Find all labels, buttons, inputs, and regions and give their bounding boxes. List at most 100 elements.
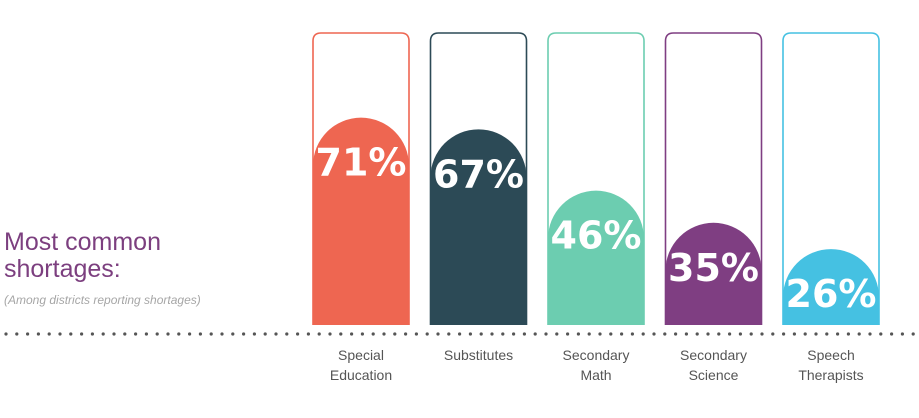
baseline-dot — [285, 332, 289, 336]
bar-outline — [429, 32, 528, 325]
baseline-dot — [771, 332, 775, 336]
baseline-dot — [436, 332, 440, 336]
baseline-dot — [317, 332, 321, 336]
baseline-dot — [620, 332, 624, 336]
data-label: 35% — [668, 246, 759, 290]
bar — [783, 249, 879, 325]
baseline-dot — [900, 332, 905, 336]
baseline-dot — [231, 332, 235, 336]
baseline-dot — [674, 332, 678, 336]
bar-group: 26% Speech Therapists — [782, 32, 880, 383]
category-label: Education — [330, 367, 392, 383]
baseline-dot — [263, 332, 267, 336]
baseline-dot — [458, 332, 462, 336]
baseline-dot — [652, 332, 656, 336]
bar-group: 71% Special Education — [312, 32, 410, 383]
baseline-dot — [609, 332, 613, 336]
baseline-dot — [447, 332, 451, 336]
baseline-dot — [825, 332, 829, 336]
baseline-dot — [360, 332, 364, 336]
baseline-dot — [890, 332, 894, 336]
baseline-dot — [155, 332, 159, 336]
baseline-dot — [792, 332, 797, 336]
bar-group: 67% Substitutes — [429, 32, 528, 363]
baseline-dot — [414, 332, 418, 336]
baseline-dot — [749, 332, 753, 336]
data-label: 26% — [786, 272, 877, 316]
chart-title: Most common shortages: — [4, 228, 161, 283]
baseline-dot — [857, 332, 861, 336]
baseline-dot — [544, 332, 548, 336]
baseline-dot — [220, 332, 224, 336]
baseline-dot — [738, 332, 743, 336]
baseline-dot — [166, 332, 170, 336]
category-label: Secondary — [680, 347, 747, 363]
baseline-dot — [695, 332, 699, 336]
baseline-dot — [803, 332, 807, 336]
bar-group: 46% Secondary Math — [547, 32, 645, 383]
baseline-dot — [555, 332, 559, 336]
baseline-dot — [468, 332, 472, 336]
bar — [665, 222, 762, 325]
baseline-dot — [177, 332, 181, 336]
baseline-dot — [663, 332, 667, 336]
baseline-dot — [717, 332, 721, 336]
baseline-dot — [846, 332, 851, 336]
baseline-dot — [90, 332, 94, 336]
baseline-dot — [36, 332, 41, 336]
baseline-dot — [404, 332, 408, 336]
bar-outline — [312, 32, 410, 325]
baseline-dot — [382, 332, 386, 336]
baseline-dot — [533, 332, 537, 336]
baseline-dot — [425, 332, 429, 336]
baseline-dot — [209, 332, 213, 336]
category-label: Special — [338, 347, 384, 363]
baseline-dot — [69, 332, 73, 336]
bar — [430, 129, 527, 325]
baseline-dot — [350, 332, 354, 336]
chart-heading: Most common shortages: (Among districts … — [4, 228, 294, 308]
baseline-dot — [782, 332, 786, 336]
category-label: Therapists — [798, 367, 863, 383]
baseline-dot — [511, 332, 516, 336]
baseline-dot — [144, 332, 148, 336]
baseline-dot — [306, 332, 310, 336]
baseline-dot — [684, 332, 689, 336]
data-label: 46% — [551, 214, 642, 258]
baseline-dot — [80, 332, 84, 336]
baseline-dot — [15, 332, 19, 336]
bar-outline — [782, 32, 880, 325]
baseline-dot — [252, 332, 256, 336]
bar — [548, 190, 644, 325]
baseline-dot — [339, 332, 343, 336]
baseline-dot — [566, 332, 570, 336]
baseline-dot — [47, 332, 51, 336]
baseline-dot — [879, 332, 883, 336]
data-label: 67% — [433, 152, 524, 196]
bar-outline — [664, 32, 763, 325]
baseline-dot — [836, 332, 840, 336]
baseline-dot — [490, 332, 494, 336]
baseline-dot — [112, 332, 116, 336]
baseline-dots — [4, 332, 915, 336]
baseline-dot — [393, 332, 397, 336]
baseline-dot — [328, 332, 332, 336]
bar-group: 35% Secondary Science — [664, 32, 763, 383]
baseline-dot — [58, 332, 62, 336]
category-label: Math — [580, 367, 611, 383]
bar-outline — [547, 32, 645, 325]
category-label: Secondary — [563, 347, 630, 363]
chart-subtitle: (Among districts reporting shortages) — [4, 293, 201, 307]
baseline-dot — [706, 332, 710, 336]
baseline-dot — [242, 332, 246, 336]
baseline-dot — [123, 332, 127, 336]
baseline-dot — [641, 332, 645, 336]
baseline-dot — [101, 332, 105, 336]
baseline-dot — [576, 332, 581, 336]
category-label: Speech — [807, 347, 854, 363]
baseline-dot — [371, 332, 375, 336]
data-label: 71% — [316, 141, 407, 185]
baseline-dot — [134, 332, 138, 336]
baseline-dot — [26, 332, 30, 336]
